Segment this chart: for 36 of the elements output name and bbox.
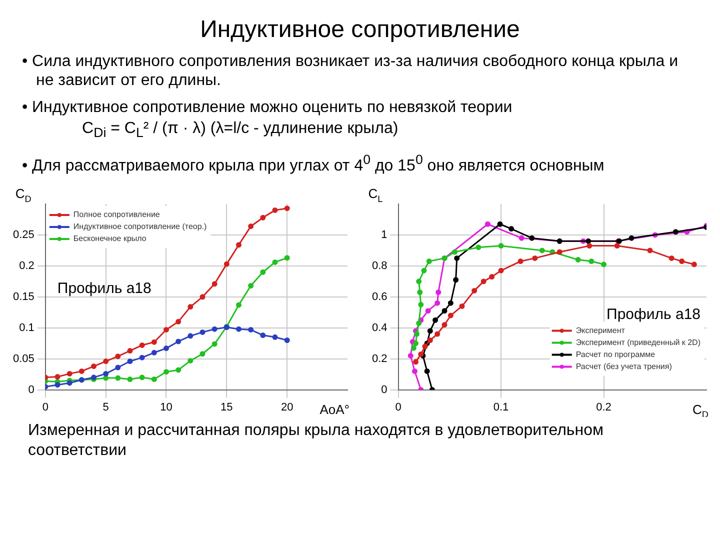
y-tick-label: 0.15 [12, 290, 34, 302]
x-tick-label: 0.1 [493, 400, 509, 413]
y-tick-label: 0.2 [372, 352, 388, 364]
chart-title: Индуктивное сопротивление [199, 16, 521, 44]
legend-label: Расчет по программе [576, 350, 656, 359]
annotation: Профиль а18 [606, 306, 701, 323]
y-tick-label: 0.05 [12, 352, 34, 364]
x-axis-title: AoA° [320, 401, 350, 416]
x-tick-label: 10 [160, 400, 172, 413]
y-tick-label: 0.2 [19, 259, 34, 272]
x-tick-label: 0 [42, 400, 48, 413]
x-tick-label: 0 [395, 400, 402, 413]
y-tick-label: 0.4 [372, 321, 388, 334]
annotation: Профиль а18 [57, 280, 152, 297]
legend-label: Полное сопротивление [73, 210, 160, 219]
y-tick-label: 0.25 [12, 228, 34, 241]
legend-label: Эксперимент [576, 326, 626, 335]
y-tick-label: 0.1 [19, 321, 34, 334]
y-tick-label: 0 [381, 383, 388, 396]
text: • Сила индуктивного сопротивления возникает из-за наличия свободного конца крыла и не зависит от его длины. [22, 52, 680, 90]
legend-label: Индуктивное сопротивление (теор.) [73, 222, 208, 231]
y-tick-label: 0 [28, 383, 34, 396]
y-tick-label: 0.6 [372, 290, 388, 302]
x-tick-label: 0.2 [596, 400, 612, 413]
legend-label: Расчет (без учета трения) [576, 362, 672, 371]
x-tick-label: 5 [102, 400, 109, 413]
text: C$_{Di}$ = C$_{L}$² / (π · λ) (λ=l/c - удлинение крыла) [82, 119, 400, 142]
legend-label: Эксперимент (приведенный к 2D) [576, 338, 701, 347]
y-tick-label: 1 [381, 228, 388, 241]
text: • Индуктивное сопротивление можно оценить по невязкой теории [22, 98, 514, 117]
legend-label: Бесконечное крыло [73, 234, 147, 243]
text: • Для рассматриваемого крыла при углах от 4$^{0}$ до 15$^{0}$ оно является основным [22, 151, 606, 176]
x-tick-label: 15 [220, 400, 233, 413]
y-tick-label: 0.8 [372, 259, 388, 272]
x-tick-label: 20 [280, 400, 294, 413]
text: Измеренная и рассчитанная поляры крыла находятся в удовлетворительном соответствии [28, 420, 604, 461]
